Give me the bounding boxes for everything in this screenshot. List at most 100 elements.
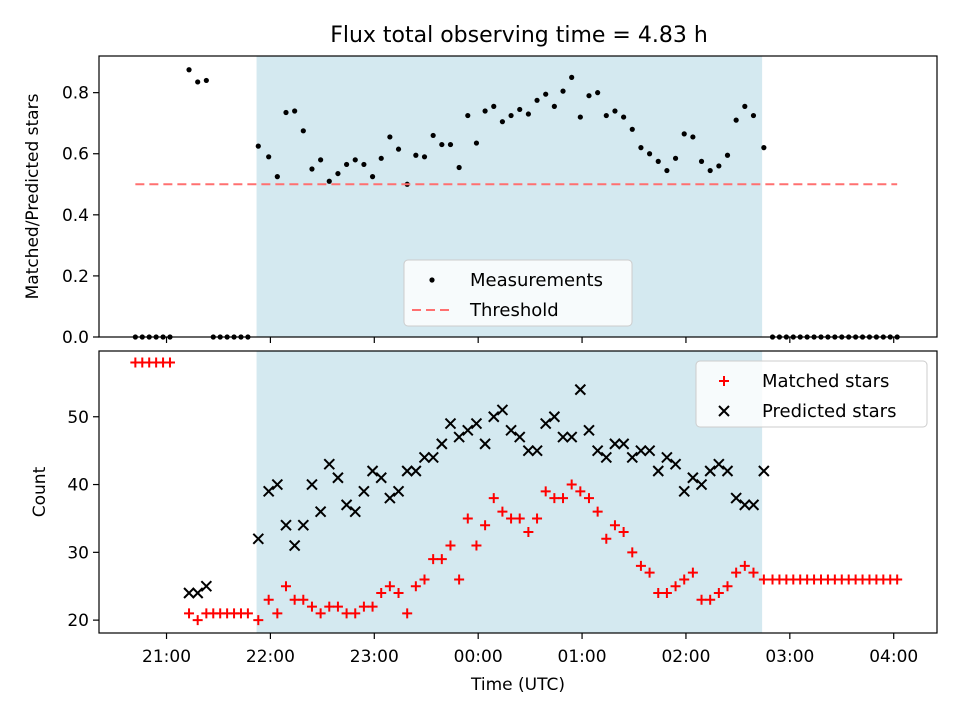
data-point <box>393 588 404 599</box>
data-point <box>262 485 275 498</box>
data-point <box>696 594 707 605</box>
data-point <box>627 547 638 558</box>
data-point <box>721 465 734 477</box>
data-point <box>314 505 327 518</box>
data-point <box>401 465 413 477</box>
data-point <box>200 580 213 592</box>
data-point <box>439 141 445 148</box>
data-point <box>350 608 361 619</box>
data-point <box>750 112 757 119</box>
data-point <box>618 526 629 537</box>
x-tick-label: 23:00 <box>350 647 399 667</box>
data-point <box>164 357 175 368</box>
data-point <box>661 451 673 464</box>
data-point <box>704 465 716 477</box>
data-point <box>419 574 430 585</box>
data-point <box>323 458 335 470</box>
x-tick-label: 00:00 <box>454 647 503 667</box>
axes-frame <box>98 55 938 338</box>
data-point <box>340 499 353 511</box>
data-point <box>560 88 566 94</box>
data-point <box>195 79 201 85</box>
data-point <box>445 540 456 551</box>
data-point <box>255 143 261 149</box>
data-point <box>315 608 326 619</box>
data-point <box>629 126 635 132</box>
data-point <box>453 431 465 443</box>
data-point <box>508 112 514 119</box>
data-point <box>514 513 525 524</box>
legend-label: Measurements <box>470 270 603 291</box>
data-point <box>532 513 543 524</box>
data-point <box>698 158 705 164</box>
series-measurements <box>132 67 900 340</box>
data-point <box>482 108 488 114</box>
data-point <box>462 513 473 524</box>
data-point <box>271 478 284 491</box>
data-point <box>707 167 713 174</box>
data-point <box>609 438 621 450</box>
data-point <box>191 587 204 599</box>
data-point <box>456 164 462 171</box>
data-point <box>522 444 535 457</box>
data-point <box>539 417 552 430</box>
data-point <box>548 411 561 423</box>
data-point <box>525 111 531 117</box>
x-tick-label: 04:00 <box>869 647 918 667</box>
data-point <box>358 485 370 498</box>
legend-label: Predicted stars <box>762 401 896 422</box>
data-point <box>292 108 298 114</box>
data-point <box>491 103 497 109</box>
data-point <box>695 478 708 491</box>
chart-title: Flux total observing time = 4.83 h <box>330 23 708 48</box>
data-point <box>722 581 733 592</box>
data-point <box>499 119 506 125</box>
data-point <box>288 539 301 552</box>
x-tick-label: 01:00 <box>558 647 607 667</box>
data-point <box>454 574 465 585</box>
legend-label: Matched stars <box>762 371 889 392</box>
data-point <box>488 493 499 504</box>
data-point <box>444 417 457 430</box>
data-point <box>742 103 748 109</box>
data-point <box>517 106 523 113</box>
data-point <box>252 533 264 545</box>
data-point <box>332 472 344 484</box>
data-point <box>670 581 681 592</box>
data-point <box>496 404 509 416</box>
data-point <box>612 108 618 114</box>
bottom-panel-counts: 20 30 40 50 Count 21:00 22:00 23:00 00:00 01:00 02… <box>30 350 938 695</box>
data-point <box>574 383 587 396</box>
data-point <box>505 424 517 437</box>
data-point <box>274 174 280 180</box>
data-point <box>681 131 687 137</box>
data-point <box>672 155 679 161</box>
data-point <box>506 513 517 524</box>
data-point <box>761 145 767 151</box>
data-point <box>583 424 595 437</box>
data-point <box>280 519 292 531</box>
data-point <box>557 431 569 443</box>
data-point <box>497 506 508 517</box>
data-point <box>352 157 358 163</box>
data-point <box>471 540 482 551</box>
data-point <box>626 451 638 464</box>
data-point <box>705 594 716 605</box>
data-point <box>713 458 725 470</box>
data-point <box>387 134 393 140</box>
data-point <box>367 601 378 612</box>
data-point <box>376 588 387 599</box>
data-point <box>430 132 436 139</box>
data-point <box>600 451 613 464</box>
data-point <box>621 114 627 120</box>
data-point <box>713 588 724 599</box>
data-point <box>514 431 526 443</box>
data-point <box>488 411 500 423</box>
data-point <box>253 615 264 626</box>
y-axis-label: Matched/Predicted stars <box>23 93 43 299</box>
data-point <box>326 178 332 184</box>
data-point <box>427 451 439 464</box>
top-panel-measurements: 0.0 0.2 0.4 0.6 0.8 Matched/Predicted stars Me… <box>23 55 938 348</box>
data-point <box>306 601 317 612</box>
